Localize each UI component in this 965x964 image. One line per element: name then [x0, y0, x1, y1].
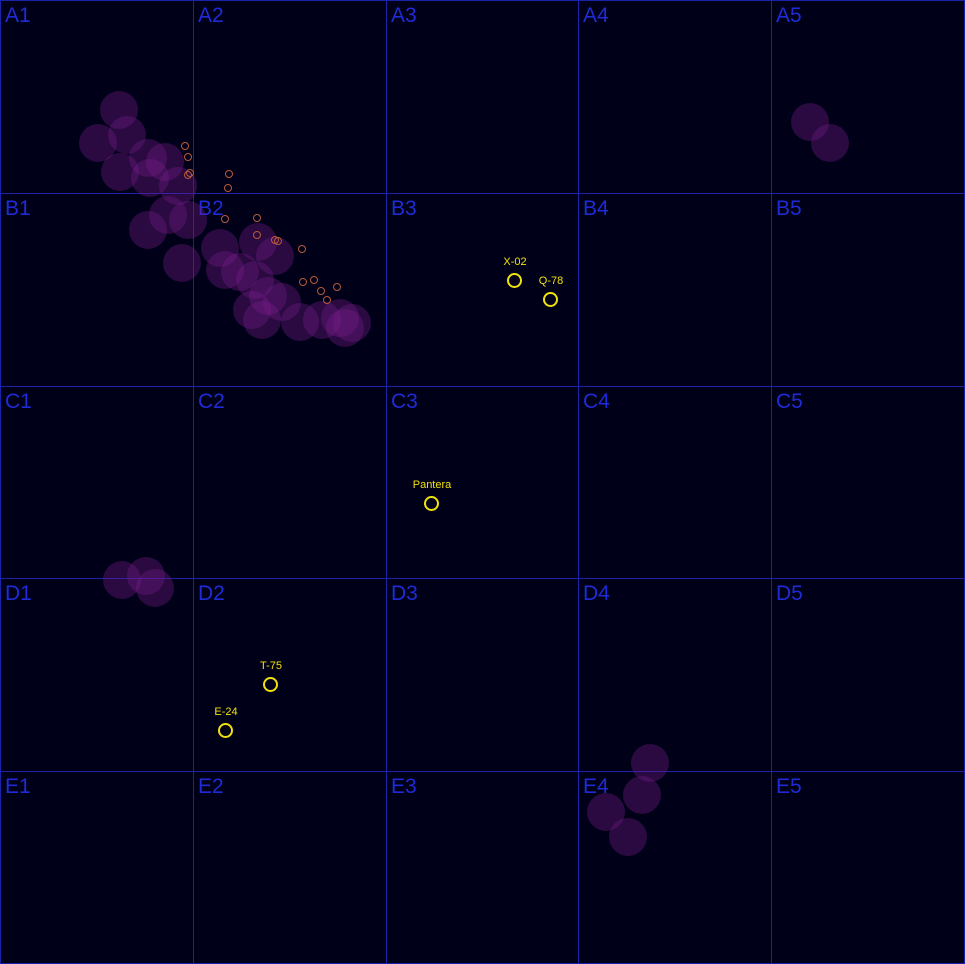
- heat-blob: [587, 793, 625, 831]
- grid-cell-label: D5: [776, 582, 803, 605]
- grid-cell-label: C3: [391, 390, 418, 413]
- grid-cell-label: A3: [391, 4, 417, 27]
- heat-blob: [79, 124, 117, 162]
- marker-label-q-78: Q-78: [538, 275, 564, 287]
- marker-label-e-24: E-24: [214, 706, 238, 718]
- marker-pantera[interactable]: [424, 496, 439, 511]
- grid-cell-label: E1: [5, 775, 31, 798]
- heat-blob: [221, 253, 259, 291]
- heat-blob: [129, 211, 167, 249]
- marker-label-t-75: T-75: [259, 660, 283, 672]
- grid-cell-label: E2: [198, 775, 224, 798]
- grid-cell-label: D2: [198, 582, 225, 605]
- marker-label-x-02: X-02: [503, 256, 527, 268]
- marker-e-24[interactable]: [218, 723, 233, 738]
- grid-cell-label: B5: [776, 197, 802, 220]
- trace-dot: [253, 214, 261, 222]
- grid-cell-label: E5: [776, 775, 802, 798]
- grid-cell-label: C2: [198, 390, 225, 413]
- trace-dot: [225, 170, 233, 178]
- heat-blob: [811, 124, 849, 162]
- trace-dot: [184, 153, 192, 161]
- heat-blob: [239, 223, 277, 261]
- trace-dot: [221, 215, 229, 223]
- heat-blob: [127, 557, 165, 595]
- heat-blob: [103, 561, 141, 599]
- heat-blob: [791, 103, 829, 141]
- grid-cell-label: E3: [391, 775, 417, 798]
- marker-x-02[interactable]: [507, 273, 522, 288]
- heat-blob: [131, 159, 169, 197]
- heat-blob: [263, 283, 301, 321]
- grid-cell-label: D4: [583, 582, 610, 605]
- heat-blob: [233, 291, 271, 329]
- trace-dot: [274, 237, 282, 245]
- grid-cell-label: A4: [583, 4, 609, 27]
- grid-cell-label: E4: [583, 775, 609, 798]
- heat-blob: [243, 301, 281, 339]
- trace-dot: [181, 142, 189, 150]
- grid-cell-label: A2: [198, 4, 224, 27]
- heat-blob: [236, 261, 274, 299]
- grid-cell-label: D3: [391, 582, 418, 605]
- grid-cell-label: B4: [583, 197, 609, 220]
- heat-blob: [249, 277, 287, 315]
- trace-dot: [323, 296, 331, 304]
- heat-blob: [303, 301, 341, 339]
- trace-dot: [317, 287, 325, 295]
- trace-dot: [299, 278, 307, 286]
- heat-blob: [136, 569, 174, 607]
- heat-blob: [149, 196, 187, 234]
- trace-dot: [310, 276, 318, 284]
- grid-cell-label: C4: [583, 390, 610, 413]
- marker-t-75[interactable]: [263, 677, 278, 692]
- grid-cell-label: C1: [5, 390, 32, 413]
- grid-cell-label: A5: [776, 4, 802, 27]
- heat-blob: [321, 299, 359, 337]
- heat-blob: [281, 303, 319, 341]
- marker-label-pantera: Pantera: [412, 479, 452, 491]
- marker-q-78[interactable]: [543, 292, 558, 307]
- trace-dot: [298, 245, 306, 253]
- heat-blob: [326, 309, 364, 347]
- trace-dot: [333, 283, 341, 291]
- grid-cell-label: D1: [5, 582, 32, 605]
- heat-blob: [100, 91, 138, 129]
- heat-blob: [623, 776, 661, 814]
- trace-dot: [184, 171, 192, 179]
- trace-dot: [224, 184, 232, 192]
- heat-blob: [146, 143, 184, 181]
- trace-dot: [253, 231, 261, 239]
- grid-cell-label: B1: [5, 197, 31, 220]
- heat-blob: [108, 116, 146, 154]
- heat-blob: [129, 139, 167, 177]
- heat-blob: [206, 251, 244, 289]
- heat-blob: [201, 229, 239, 267]
- heat-blob: [333, 304, 371, 342]
- heat-blob: [169, 201, 207, 239]
- heat-blob: [631, 744, 669, 782]
- grid-cell-label: B3: [391, 197, 417, 220]
- grid-cell-label: C5: [776, 390, 803, 413]
- heat-blob: [163, 244, 201, 282]
- heat-blob: [609, 818, 647, 856]
- heat-blob: [101, 153, 139, 191]
- grid-cell-label: A1: [5, 4, 31, 27]
- grid-cell-label: B2: [198, 197, 224, 220]
